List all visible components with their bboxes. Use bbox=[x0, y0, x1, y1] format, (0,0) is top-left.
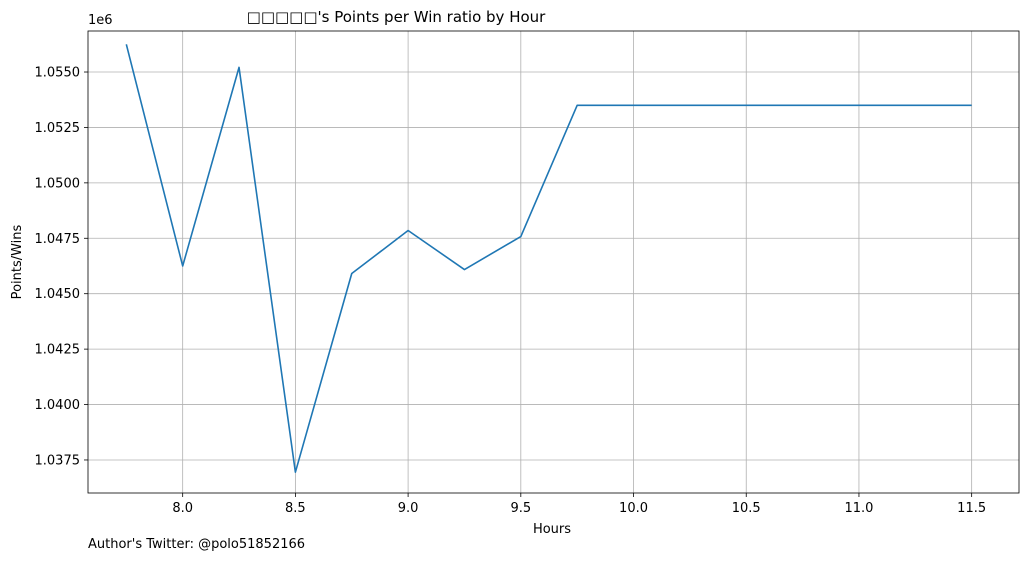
y-tick-label: 1.0400 bbox=[35, 398, 81, 413]
x-tick-label: 9.0 bbox=[398, 501, 419, 516]
x-axis-ticks: 8.0 8.5 9.0 9.5 10.0 10.5 11.0 11.5 bbox=[172, 493, 986, 516]
y-tick-label: 1.0450 bbox=[35, 287, 81, 302]
y-axis-offset-label: 1e6 bbox=[88, 13, 113, 28]
x-tick-label: 10.5 bbox=[732, 501, 761, 516]
y-tick-label: 1.0550 bbox=[35, 66, 81, 81]
grid-lines bbox=[88, 31, 1019, 493]
series-layer bbox=[125, 44, 972, 473]
y-tick-label: 1.0500 bbox=[35, 176, 81, 191]
y-tick-label: 1.0375 bbox=[35, 453, 81, 468]
x-tick-label: 10.0 bbox=[619, 501, 648, 516]
y-axis-ticks: 1.0375 1.0400 1.0425 1.0450 1.0475 1.0500 1.05… bbox=[35, 66, 88, 468]
x-tick-label: 11.0 bbox=[844, 501, 873, 516]
chart-title: □□□□□'s Points per Win ratio by Hour bbox=[247, 8, 547, 26]
y-tick-label: 1.0475 bbox=[35, 232, 81, 247]
author-credit: Author's Twitter: @polo51852166 bbox=[88, 537, 306, 552]
plot-frame bbox=[87, 30, 1020, 494]
y-tick-label: 1.0525 bbox=[35, 121, 81, 136]
series-line bbox=[125, 44, 972, 473]
x-axis-label: Hours bbox=[533, 522, 571, 537]
x-tick-label: 8.0 bbox=[172, 501, 193, 516]
x-tick-label: 8.5 bbox=[285, 501, 306, 516]
x-tick-label: 9.5 bbox=[510, 501, 531, 516]
x-tick-label: 11.5 bbox=[957, 501, 986, 516]
y-tick-label: 1.0425 bbox=[35, 343, 81, 358]
y-axis-label: Points/Wins bbox=[10, 224, 25, 299]
